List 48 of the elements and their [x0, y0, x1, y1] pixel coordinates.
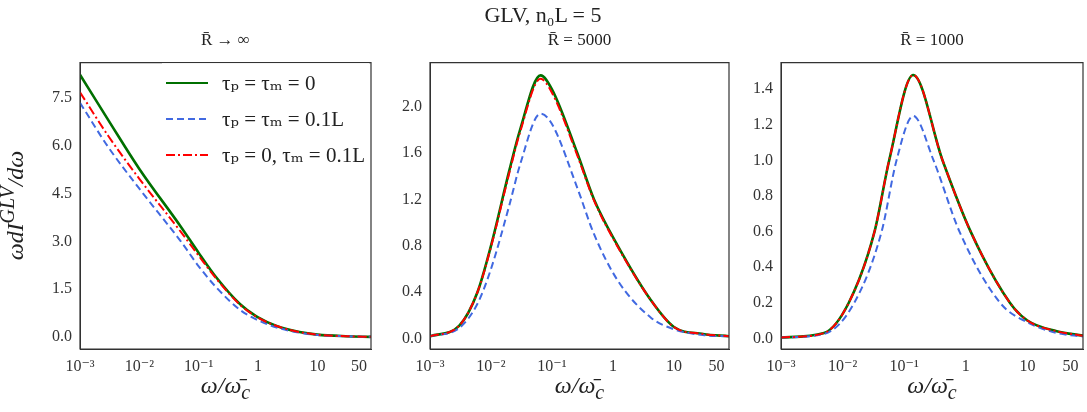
y-tick-label: 0.0 [402, 328, 422, 346]
x-tick-label: 10 [1019, 356, 1036, 374]
x-tick-label: 50 [350, 356, 367, 374]
x-tick-label: 10⁻³ [415, 356, 445, 374]
legend-label: τₚ = τₘ = 0.1L [222, 106, 344, 132]
y-tick-label: 0.4 [402, 282, 422, 300]
x-tick-label: 10 [309, 356, 326, 374]
y-tick-label: 1.0 [753, 150, 773, 168]
y-tick-label: 6.0 [52, 135, 72, 153]
y-tick-label: 3.0 [52, 231, 72, 249]
y-tick-label: 0.2 [753, 292, 773, 310]
x-tick-label: 1 [254, 356, 263, 374]
y-tick-label: 7.5 [52, 87, 72, 105]
y-tick-label: 1.6 [402, 143, 422, 161]
x-tick-label: 1 [961, 356, 970, 374]
y-tick-label: 0.8 [402, 236, 422, 254]
chart-subtitle: R̄ = 1000 [899, 30, 965, 50]
x-axis-title: ω/ω̄$_{c}$ [553, 372, 606, 404]
x-tick-label: 10⁻³ [65, 356, 95, 374]
x-tick-label: 10⁻³ [766, 356, 796, 374]
x-tick-label: 10⁻² [124, 356, 155, 374]
x-tick-label: 10⁻¹ [184, 356, 214, 374]
y-tick-label: 1.2 [402, 189, 422, 207]
x-tick-label: 50 [1062, 356, 1079, 374]
x-axis-title: ω/ω̄$_{c}$ [199, 372, 252, 404]
y-tick-label: 2.0 [402, 96, 422, 114]
chart-subtitle: R̄ = 5000 [546, 30, 613, 50]
y-tick-label: 0.8 [753, 186, 773, 204]
chart-subtitle: R̄ → ∞ [200, 30, 251, 50]
y-tick-label: 1.4 [753, 79, 773, 97]
legend-label: τₚ = 0, τₘ = 0.1L [222, 142, 365, 168]
x-tick-label: 10⁻² [476, 356, 506, 374]
x-tick-label: 1 [608, 356, 617, 374]
x-axis-title: ω/ω̄$_{c}$ [906, 372, 958, 404]
y-tick-label: 0.6 [753, 221, 773, 239]
y-tick-label: 0.4 [753, 257, 773, 275]
chart-title: GLV, n₀L = 5 [483, 2, 603, 28]
y-tick-label: 4.5 [52, 183, 72, 201]
x-tick-label: 10⁻¹ [537, 356, 567, 374]
x-tick-label: 50 [708, 356, 725, 374]
legend-label: τₚ = τₘ = 0 [222, 70, 316, 96]
y-tick-label: 1.5 [52, 279, 72, 297]
y-tick-label: 0.0 [52, 327, 72, 345]
x-tick-label: 10 [665, 356, 682, 374]
x-tick-label: 10⁻¹ [889, 356, 920, 374]
x-tick-label: 10⁻² [827, 356, 858, 374]
y-tick-label: 1.2 [753, 115, 773, 133]
y-tick-label: 0.0 [753, 328, 773, 346]
